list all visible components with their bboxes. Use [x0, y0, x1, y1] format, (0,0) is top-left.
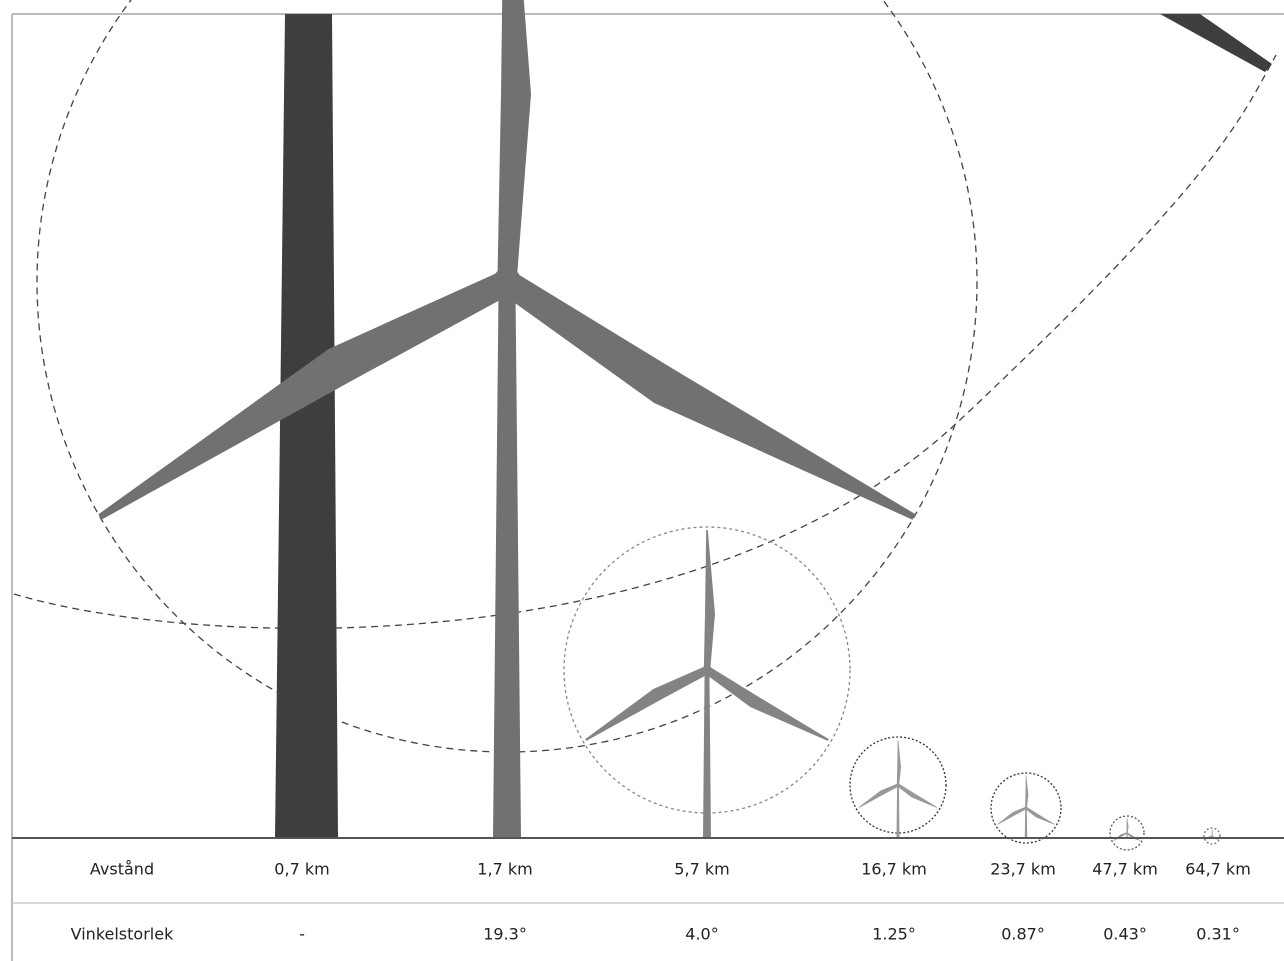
- tower: [275, 14, 338, 838]
- blade: [858, 783, 899, 808]
- tower: [493, 282, 521, 838]
- turbines: [13, 0, 1277, 851]
- hub: [492, 267, 522, 297]
- blade: [1025, 806, 1055, 825]
- cell: 0.31°: [1196, 925, 1240, 944]
- rotor-circle: [1109, 815, 1145, 851]
- cell: 4.0°: [685, 925, 718, 944]
- blade: [1160, 14, 1272, 72]
- cell: 23,7 km: [990, 860, 1056, 879]
- hub: [1211, 835, 1213, 837]
- cell: 5,7 km: [674, 860, 729, 879]
- cell: 1.25°: [872, 925, 916, 944]
- cell: 0.87°: [1001, 925, 1045, 944]
- blade: [896, 740, 901, 785]
- rotor-circle: [990, 772, 1062, 844]
- row-label: Avstånd: [90, 860, 154, 879]
- rotor-circle: [849, 736, 947, 834]
- hub: [1024, 806, 1028, 810]
- blade: [1025, 775, 1029, 808]
- cell: 64,7 km: [1185, 860, 1251, 879]
- blade: [500, 271, 916, 520]
- blade: [497, 0, 531, 282]
- blade: [1211, 828, 1213, 836]
- cell: 0,7 km: [274, 860, 329, 879]
- hub: [702, 665, 712, 675]
- blade: [1126, 817, 1129, 833]
- blade: [997, 806, 1027, 825]
- blade: [897, 783, 938, 808]
- cell: 19.3°: [483, 925, 527, 944]
- blade: [585, 666, 710, 741]
- tower: [896, 785, 900, 838]
- row-label: Vinkelstorlek: [71, 925, 174, 944]
- cell: 0.43°: [1103, 925, 1147, 944]
- rotor-circle: [13, 54, 1277, 629]
- hub: [1126, 832, 1128, 834]
- cell: 47,7 km: [1092, 860, 1158, 879]
- tower: [1024, 808, 1028, 838]
- table: Avstånd 0,7 km 1,7 km 5,7 km 16,7 km 23,7 km 4…: [71, 860, 1251, 944]
- blade: [98, 271, 514, 520]
- cell: 1,7 km: [477, 860, 532, 879]
- tower: [703, 670, 711, 838]
- cell: 16,7 km: [861, 860, 927, 879]
- hub: [896, 783, 900, 787]
- blade: [703, 530, 715, 670]
- cell: -: [299, 925, 305, 944]
- blade: [704, 666, 829, 741]
